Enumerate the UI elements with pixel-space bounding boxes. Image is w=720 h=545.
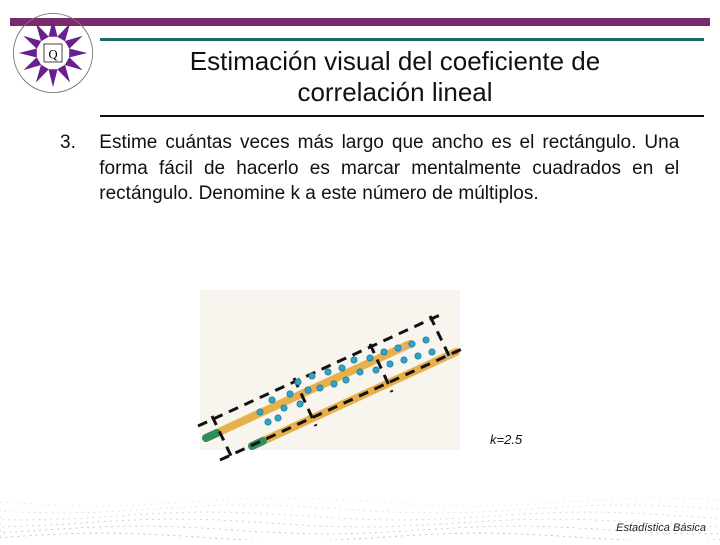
title-underline xyxy=(100,115,704,117)
title-line-1: Estimación visual del coeficiente de xyxy=(190,46,600,76)
scatter-pencil-figure xyxy=(200,290,460,450)
title-line-2: correlación lineal xyxy=(297,77,492,107)
top-accent-bar xyxy=(10,18,710,26)
k-value-label: k=2.5 xyxy=(490,432,522,447)
header-divider xyxy=(100,38,704,41)
institution-logo: Q xyxy=(8,8,98,98)
body-paragraph: 3. Estime cuántas veces más largo que an… xyxy=(60,130,680,207)
list-number: 3. xyxy=(60,130,94,156)
slide-title: Estimación visual del coeficiente de cor… xyxy=(100,46,690,108)
footer-label: Estadística Básica xyxy=(616,522,706,534)
footer-pattern xyxy=(0,492,720,540)
svg-text:Q: Q xyxy=(48,47,57,61)
list-text: Estime cuántas veces más largo que ancho… xyxy=(99,130,679,207)
